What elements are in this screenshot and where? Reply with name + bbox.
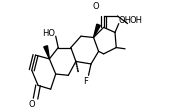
Text: O: O [28, 99, 35, 108]
Text: O: O [93, 2, 99, 11]
Text: OH: OH [119, 16, 132, 25]
Text: OH: OH [130, 16, 143, 25]
Polygon shape [44, 46, 49, 59]
Text: HO: HO [42, 29, 55, 38]
Text: F: F [84, 76, 88, 85]
Polygon shape [94, 25, 100, 38]
